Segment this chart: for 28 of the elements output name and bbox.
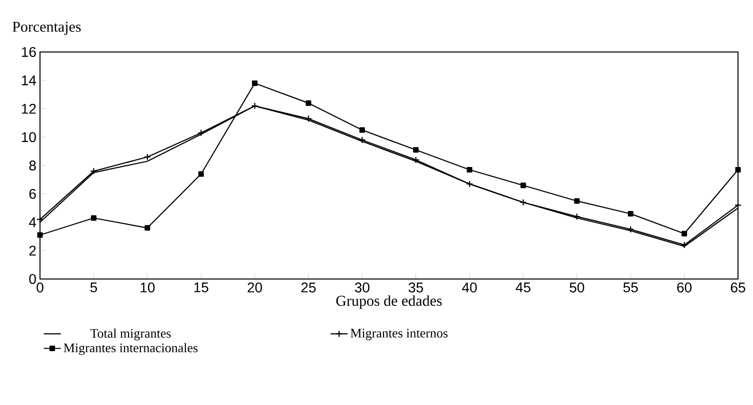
x-tick-label: 45 <box>516 282 530 292</box>
y-tick-label: 4 <box>28 217 36 228</box>
x-tick-label: 60 <box>677 282 692 292</box>
legend-label: Migrantes internacionales <box>64 343 198 355</box>
y-tick-label: 10 <box>22 132 36 142</box>
x-tick-label: 25 <box>301 282 316 292</box>
y-tick-label: 6 <box>29 188 36 199</box>
x-tick-label: 5 <box>90 282 97 292</box>
x-tick-label: 55 <box>623 282 638 292</box>
legend-label: Migrantes internos <box>350 328 448 340</box>
y-tick-label: 16 <box>22 47 36 57</box>
x-axis-title: Grupos de edades <box>336 295 442 309</box>
y-tick-label: 12 <box>22 104 36 114</box>
x-tick-label: 35 <box>408 282 424 292</box>
y-axis-title: Porcentajes <box>12 22 81 35</box>
x-tick-label: 15 <box>194 282 208 292</box>
x-tick-label: 65 <box>730 282 746 292</box>
x-tick-label: 30 <box>354 282 370 292</box>
legend-label: Total migrantes <box>90 328 171 340</box>
x-tick-label: 50 <box>570 282 584 292</box>
x-tick-label: 10 <box>140 282 155 292</box>
x-tick-label: 0 <box>36 282 44 292</box>
y-tick-label: 8 <box>29 160 36 170</box>
y-tick-label: 14 <box>22 76 36 86</box>
x-tick-label: 40 <box>462 282 477 292</box>
y-tick-label: 0 <box>29 274 36 284</box>
y-tick-label: 2 <box>29 246 36 256</box>
x-tick-label: 20 <box>248 282 262 292</box>
